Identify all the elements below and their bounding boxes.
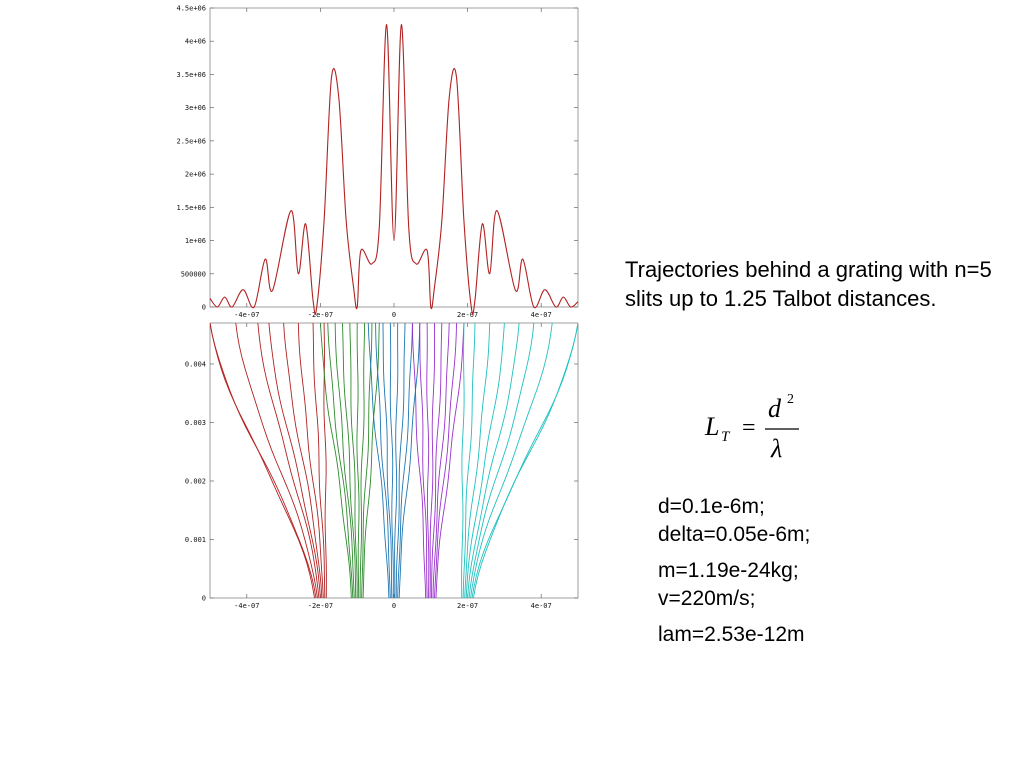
trajectory-line — [464, 323, 491, 598]
x-tick-label: 4e-07 — [531, 311, 552, 319]
trajectory-line — [429, 323, 435, 598]
trajectory-line — [395, 323, 406, 598]
trajectory-line — [394, 323, 399, 598]
chart-1: 0 500000 1e+06 1.5e+06 2e+06 2.5e+06 3e+06 3.5e… — [176, 5, 579, 319]
trajectory-line — [473, 323, 578, 598]
y-tick-label: 4e+06 — [185, 38, 206, 46]
trajectory-line — [210, 323, 315, 598]
trajectory-line — [382, 323, 393, 598]
y-tick-label: 2.5e+06 — [176, 137, 206, 145]
trajectory-line — [431, 323, 443, 598]
trajectory-line — [283, 323, 323, 598]
trajectory-line — [362, 323, 380, 598]
x-tick-label: -4e-07 — [234, 311, 259, 319]
trajectory-line — [462, 323, 476, 598]
parameter-delta: delta=0.05e-6m; — [658, 523, 811, 546]
formula-subscript: T — [721, 429, 731, 445]
trajectory-line — [467, 323, 520, 598]
x-tick-label: 2e-07 — [457, 602, 478, 610]
y-tick-label: 0 — [202, 304, 206, 312]
trajectory-line — [257, 323, 320, 598]
trajectory-line — [319, 323, 352, 598]
formula-numerator: d — [768, 394, 782, 423]
intensity-line — [209, 24, 579, 315]
trajectory-line — [419, 323, 428, 598]
trajectory-line — [397, 323, 413, 598]
trajectory-lines — [210, 323, 578, 598]
trajectory-line — [461, 323, 465, 598]
formula-equals: = — [742, 415, 756, 441]
parameter-lam: lam=2.53e-12m — [658, 623, 805, 646]
x-tick-label: 4e-07 — [531, 602, 552, 610]
trajectory-line — [210, 323, 317, 598]
y-tick-label: 2e+06 — [185, 171, 206, 179]
x-tick-label: -2e-07 — [308, 602, 333, 610]
trajectory-line — [323, 323, 327, 598]
y-tick-label: 0.003 — [185, 419, 206, 427]
trajectory-line — [375, 323, 391, 598]
trajectory-line — [297, 323, 324, 598]
y-tick-label: 0.001 — [185, 536, 206, 544]
trajectory-line — [434, 323, 458, 598]
y-tick-label: 1e+06 — [185, 237, 206, 245]
trajectory-line — [268, 323, 321, 598]
trajectory-line — [470, 323, 553, 598]
plot-frame — [209, 322, 579, 599]
x-tick-label: -4e-07 — [234, 602, 259, 610]
y-tick-label: 1.5e+06 — [176, 204, 206, 212]
trajectory-line — [334, 323, 355, 598]
trajectory-line — [435, 323, 465, 598]
trajectory-line — [411, 323, 427, 598]
trajectory-line — [471, 323, 578, 598]
plot-frame — [209, 7, 579, 308]
y-tick-label: 4.5e+06 — [176, 5, 206, 13]
parameter-d: d=0.1e-6m; — [658, 495, 765, 518]
trajectory-line — [327, 323, 354, 598]
parameter-m: m=1.19e-24kg; — [658, 559, 799, 582]
trajectory-line — [342, 323, 357, 598]
y-tick-label: 500000 — [181, 270, 206, 278]
talbot-formula: L T = d 2 λ — [704, 392, 799, 463]
formula-denominator: λ — [770, 434, 782, 463]
caption-text: Trajectories behind a grating with n=5 s… — [625, 257, 992, 311]
trajectory-line — [432, 323, 450, 598]
y-tick-label: 3e+06 — [185, 104, 206, 112]
trajectory-line — [356, 323, 360, 598]
x-tick-label: 0 — [392, 602, 396, 610]
trajectory-line — [465, 323, 505, 598]
trajectory-line — [389, 323, 394, 598]
formula-lhs: L — [704, 412, 719, 441]
trajectory-line — [367, 323, 390, 598]
x-tick-label: 0 — [392, 311, 396, 319]
y-tick-label: 3.5e+06 — [176, 71, 206, 79]
chart-2: 0 0.001 0.002 0.003 0.004 -4e-07 -2e-07 0 2e-07 4… — [185, 322, 579, 610]
formula-exponent: 2 — [787, 392, 794, 407]
y-tick-label: 0.004 — [185, 360, 206, 368]
trajectory-line — [426, 323, 430, 598]
trajectory-line — [312, 323, 326, 598]
parameter-list: d=0.1e-6m; delta=0.05e-6m; m=1.19e-24kg;… — [658, 493, 810, 649]
x-tick-label: 2e-07 — [457, 311, 478, 319]
trajectory-line — [359, 323, 366, 598]
trajectory-line — [349, 323, 358, 598]
parameter-v: v=220m/s; — [658, 587, 756, 610]
x-tick-label: -2e-07 — [308, 311, 333, 319]
y-tick-label: 0.002 — [185, 477, 206, 485]
trajectory-line — [468, 323, 535, 598]
trajectory-line — [235, 323, 318, 598]
trajectory-line — [398, 323, 421, 598]
y-tick-label: 0 — [202, 595, 206, 603]
